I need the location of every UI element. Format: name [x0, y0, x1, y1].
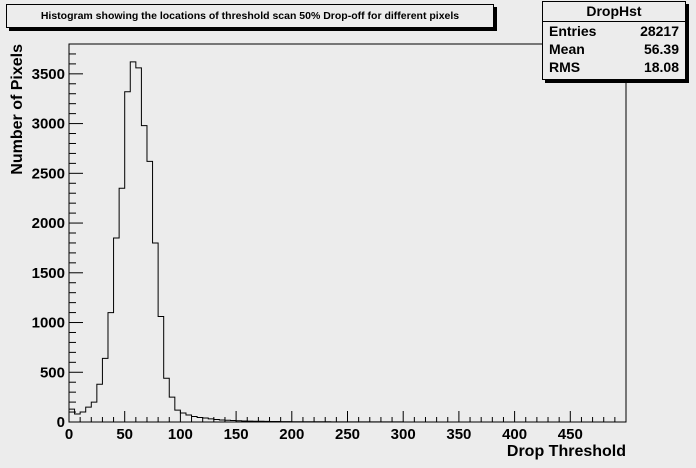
x-tick-label: 400: [502, 426, 527, 443]
y-tick-label: 2000: [32, 215, 65, 232]
x-axis-label: Drop Threshold: [507, 443, 626, 460]
y-tick-label: 1500: [32, 265, 65, 282]
x-tick-label: 150: [224, 426, 249, 443]
stats-label: Mean: [549, 41, 585, 57]
stats-title: DropHst: [543, 2, 685, 22]
histogram-line: [68, 61, 626, 423]
y-tick-label: 3500: [32, 66, 65, 83]
chart-title: Histogram showing the locations of thres…: [6, 4, 494, 28]
tick-labels: 0 50 100 150 200 250 300 350 400 450 0 500 1000 1500 2…: [32, 66, 583, 443]
y-tick-label: 1000: [32, 315, 65, 332]
y-tick-label: 3000: [32, 116, 65, 133]
stats-label: RMS: [549, 59, 581, 75]
stats-row-mean: Mean 56.39: [543, 40, 685, 58]
stats-box: DropHst Entries 28217 Mean 56.39 RMS 18.…: [542, 1, 686, 80]
x-tick-label: 350: [446, 426, 471, 443]
stats-label: Entries: [549, 23, 597, 39]
x-tick-label: 50: [116, 426, 133, 443]
y-tick-label: 0: [57, 414, 65, 431]
x-tick-label: 300: [391, 426, 416, 443]
x-tick-label: 0: [65, 426, 73, 443]
y-axis-label: Number of Pixels: [9, 44, 26, 175]
stats-value: 18.08: [643, 59, 679, 75]
x-tick-label: 100: [168, 426, 193, 443]
x-tick-label: 200: [279, 426, 304, 443]
x-tick-label: 450: [558, 426, 583, 443]
y-tick-label: 2500: [32, 165, 65, 182]
stats-row-rms: RMS 18.08: [543, 58, 685, 76]
stats-value: 28217: [640, 23, 679, 39]
y-tick-label: 500: [40, 364, 65, 381]
frame-background: [68, 43, 627, 423]
stats-value: 56.39: [643, 41, 679, 57]
stats-row-entries: Entries 28217: [543, 22, 685, 40]
x-tick-label: 250: [335, 426, 360, 443]
